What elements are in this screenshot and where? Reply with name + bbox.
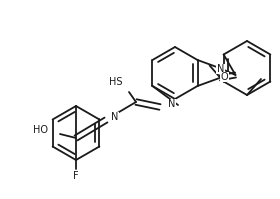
Text: N: N [217,64,224,74]
Text: HS: HS [109,77,122,87]
Text: HO: HO [33,125,48,135]
Text: F: F [73,171,79,181]
Text: N: N [168,99,175,109]
Text: N: N [111,112,118,122]
Text: O: O [221,72,228,82]
